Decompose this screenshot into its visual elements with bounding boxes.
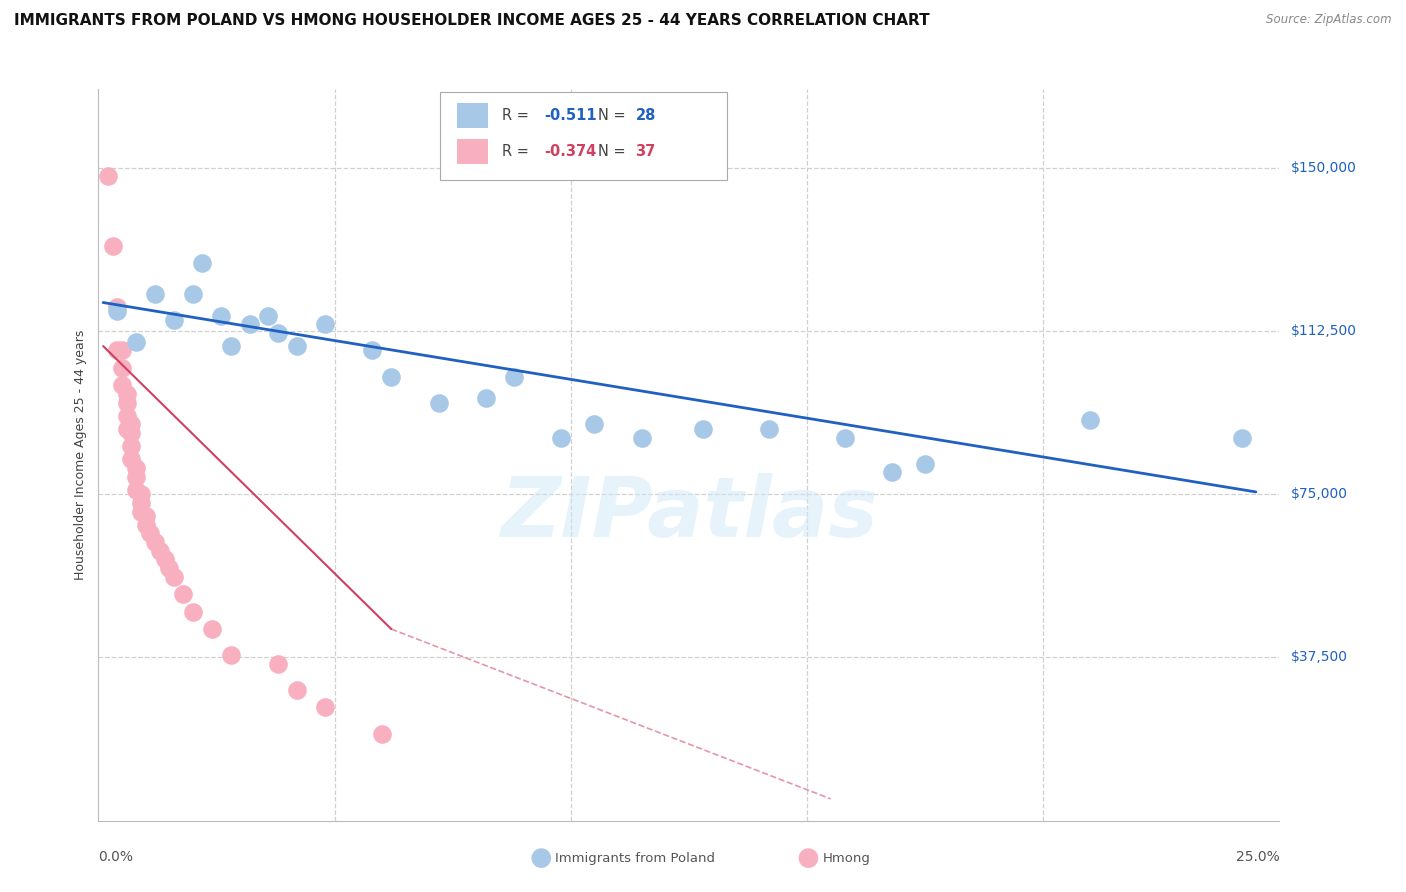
Point (503, 369, 526, 384)
Point (105, 304, 128, 318)
Point (314, 318, 336, 332)
Point (285, 339, 308, 353)
Point (181, 605, 204, 619)
Point (427, 395, 450, 409)
Point (219, 339, 242, 353)
Point (149, 543, 172, 558)
Text: R =: R = (502, 108, 533, 122)
Point (163, 313, 186, 327)
Point (101, 239, 124, 253)
Text: N =: N = (598, 145, 630, 159)
Y-axis label: Householder Income Ages 25 - 44 years: Householder Income Ages 25 - 44 years (75, 330, 87, 580)
Text: $37,500: $37,500 (1291, 650, 1347, 665)
Point (314, 700, 336, 714)
Point (111, 378, 134, 392)
Text: $112,500: $112,500 (1291, 324, 1357, 338)
Point (129, 504, 152, 518)
Text: 37: 37 (636, 145, 655, 159)
Point (115, 395, 138, 409)
Point (1080, 413, 1102, 427)
Point (257, 309, 280, 323)
Point (121, 417, 143, 432)
Text: 0.0%: 0.0% (98, 850, 134, 863)
Text: -0.511: -0.511 (544, 108, 596, 122)
Point (267, 657, 290, 671)
Point (143, 286, 166, 301)
Point (692, 422, 714, 436)
Text: 25.0%: 25.0% (1236, 850, 1279, 863)
Point (153, 552, 176, 566)
Point (285, 683, 308, 698)
Point (914, 457, 936, 471)
Point (630, 430, 652, 444)
Text: 28: 28 (636, 108, 655, 122)
Point (361, 343, 384, 358)
Point (834, 430, 856, 444)
Point (115, 387, 138, 401)
Point (111, 343, 134, 358)
Point (115, 422, 138, 436)
Text: R =: R = (502, 145, 533, 159)
Point (135, 508, 157, 523)
Point (97, 169, 120, 184)
Point (191, 256, 214, 270)
Point (219, 648, 242, 663)
Point (1230, 430, 1253, 444)
Point (105, 300, 128, 314)
Point (550, 430, 572, 444)
Point (129, 496, 152, 510)
Point (758, 422, 780, 436)
Text: IMMIGRANTS FROM POLAND VS HMONG HOUSEHOLDER INCOME AGES 25 - 44 YEARS CORRELATIO: IMMIGRANTS FROM POLAND VS HMONG HOUSEHOL… (14, 13, 929, 29)
Point (239, 318, 262, 332)
Point (125, 483, 148, 497)
Point (125, 469, 148, 483)
Text: -0.374: -0.374 (544, 145, 596, 159)
Text: Immigrants from Poland: Immigrants from Poland (555, 852, 716, 864)
Point (157, 561, 180, 575)
Point (172, 587, 194, 601)
Point (115, 409, 138, 423)
Text: N =: N = (598, 108, 630, 122)
Text: Hmong: Hmong (823, 852, 870, 864)
Point (111, 360, 134, 375)
Point (105, 343, 128, 358)
Point (267, 326, 290, 340)
Point (880, 466, 903, 480)
Point (129, 487, 152, 501)
Point (163, 570, 186, 584)
Point (475, 392, 498, 406)
Text: ZIPatlas: ZIPatlas (501, 473, 877, 554)
Point (135, 517, 157, 532)
Point (121, 452, 143, 467)
Point (143, 535, 166, 549)
Point (125, 461, 148, 475)
Point (380, 369, 402, 384)
Text: $75,000: $75,000 (1291, 487, 1347, 501)
Point (201, 622, 224, 636)
Point (139, 526, 162, 541)
Point (209, 309, 232, 323)
Text: Source: ZipAtlas.com: Source: ZipAtlas.com (1267, 13, 1392, 27)
Point (371, 726, 394, 740)
Text: $150,000: $150,000 (1291, 161, 1357, 175)
Point (181, 286, 204, 301)
Point (583, 417, 606, 432)
Point (125, 334, 148, 349)
Point (121, 426, 143, 441)
Point (121, 439, 143, 453)
